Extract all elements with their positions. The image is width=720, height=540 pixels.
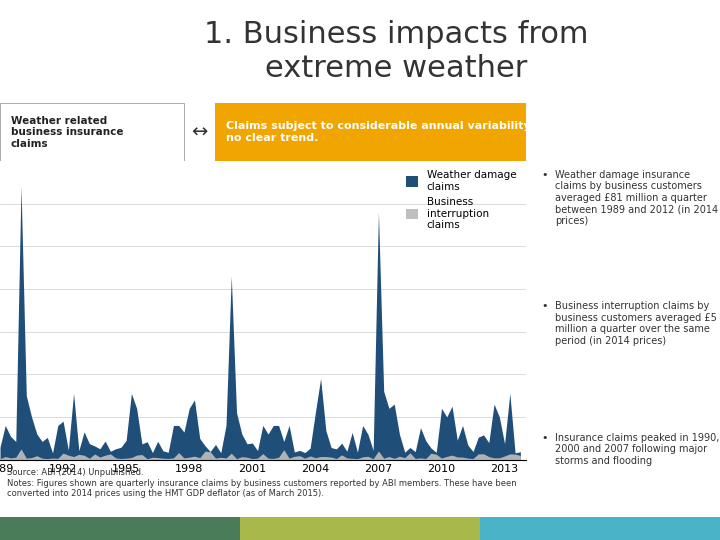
Bar [0,517,240,540]
Legend: Weather damage
claims, Business
interruption
claims: Weather damage claims, Business interrup… [402,166,521,234]
FancyBboxPatch shape [215,103,526,161]
Text: •: • [541,170,548,180]
Text: •: • [541,433,548,443]
Text: Weather related
business insurance
claims: Weather related business insurance claim… [11,116,123,148]
Text: ↔: ↔ [192,123,208,141]
Text: Claims subject to considerable annual variability with
no clear trend.: Claims subject to considerable annual va… [226,122,562,143]
Text: •: • [541,301,548,311]
Text: Weather damage insurance claims by business customers averaged £81 million a qua: Weather damage insurance claims by busin… [554,170,718,226]
Text: Insurance claims peaked in 1990, 2000 and 2007 following major storms and floodi: Insurance claims peaked in 1990, 2000 an… [554,433,719,466]
Text: Business interruption claims by business customers averaged £5 million a quarter: Business interruption claims by business… [554,301,716,346]
Bar [240,517,480,540]
Bar [480,517,720,540]
FancyBboxPatch shape [0,103,184,161]
Text: 1. Business impacts from
extreme weather: 1. Business impacts from extreme weather [204,21,588,83]
Text: Source: ABI (2014) Unpublished.
Notes: Figures shown are quarterly insurance cla: Source: ABI (2014) Unpublished. Notes: F… [7,468,517,498]
